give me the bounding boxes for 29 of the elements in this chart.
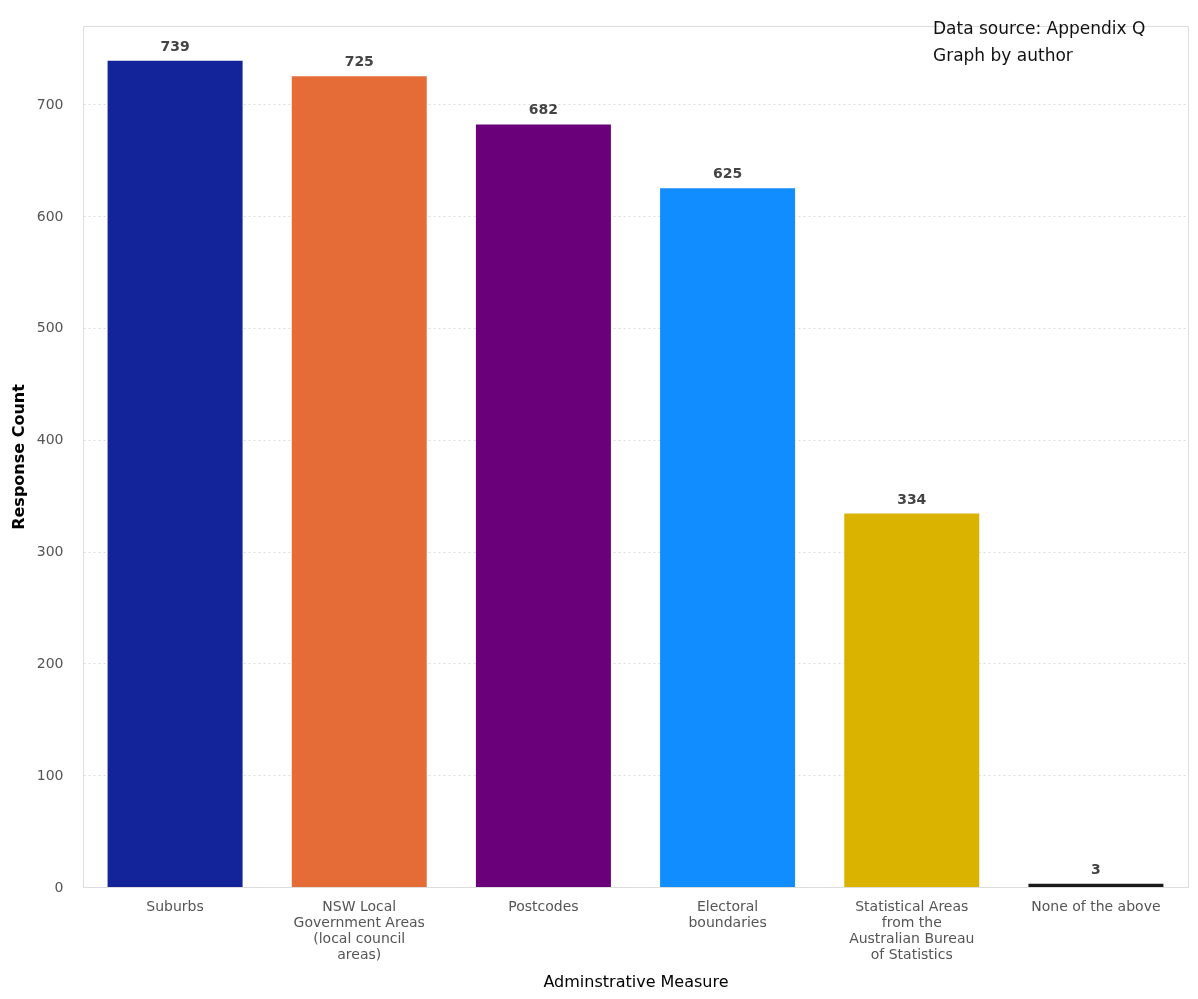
bar — [475, 124, 611, 887]
x-tick-label: Postcodes — [508, 897, 579, 914]
y-tick-label: 700 — [36, 95, 64, 112]
y-axis-title: Response Count — [8, 383, 28, 530]
y-tick-label: 100 — [36, 766, 64, 783]
data-label: 625 — [712, 165, 743, 182]
data-label: 3 — [1091, 860, 1101, 877]
x-tick-label: NSW Local Government Areas (local council areas) — [293, 897, 425, 962]
y-tick-label: 400 — [36, 431, 64, 448]
bar — [107, 60, 243, 887]
x-tick-label: Suburbs — [146, 897, 204, 914]
data-label: 682 — [528, 101, 559, 118]
annotation: Graph by author — [933, 45, 1073, 65]
data-label: 725 — [344, 53, 374, 70]
annotation: Data source: Appendix Q — [933, 18, 1146, 38]
y-tick-label: 600 — [36, 207, 64, 224]
x-axis-title: Adminstrative Measure — [543, 971, 729, 991]
data-label: 739 — [160, 37, 190, 54]
y-tick-label: 500 — [36, 319, 64, 336]
y-tick-label: 300 — [36, 543, 64, 560]
y-tick-label: 0 — [54, 878, 64, 895]
x-tick-label: Electoral boundaries — [688, 897, 767, 930]
bar — [291, 76, 427, 887]
x-tick-label: None of the above — [1031, 897, 1161, 914]
data-label: 334 — [897, 490, 927, 507]
x-tick-label: Statistical Areas from the Australian Bureau of Statistics — [849, 897, 975, 962]
y-tick-label: 200 — [36, 654, 64, 671]
bar — [660, 188, 796, 887]
bar — [844, 513, 980, 887]
